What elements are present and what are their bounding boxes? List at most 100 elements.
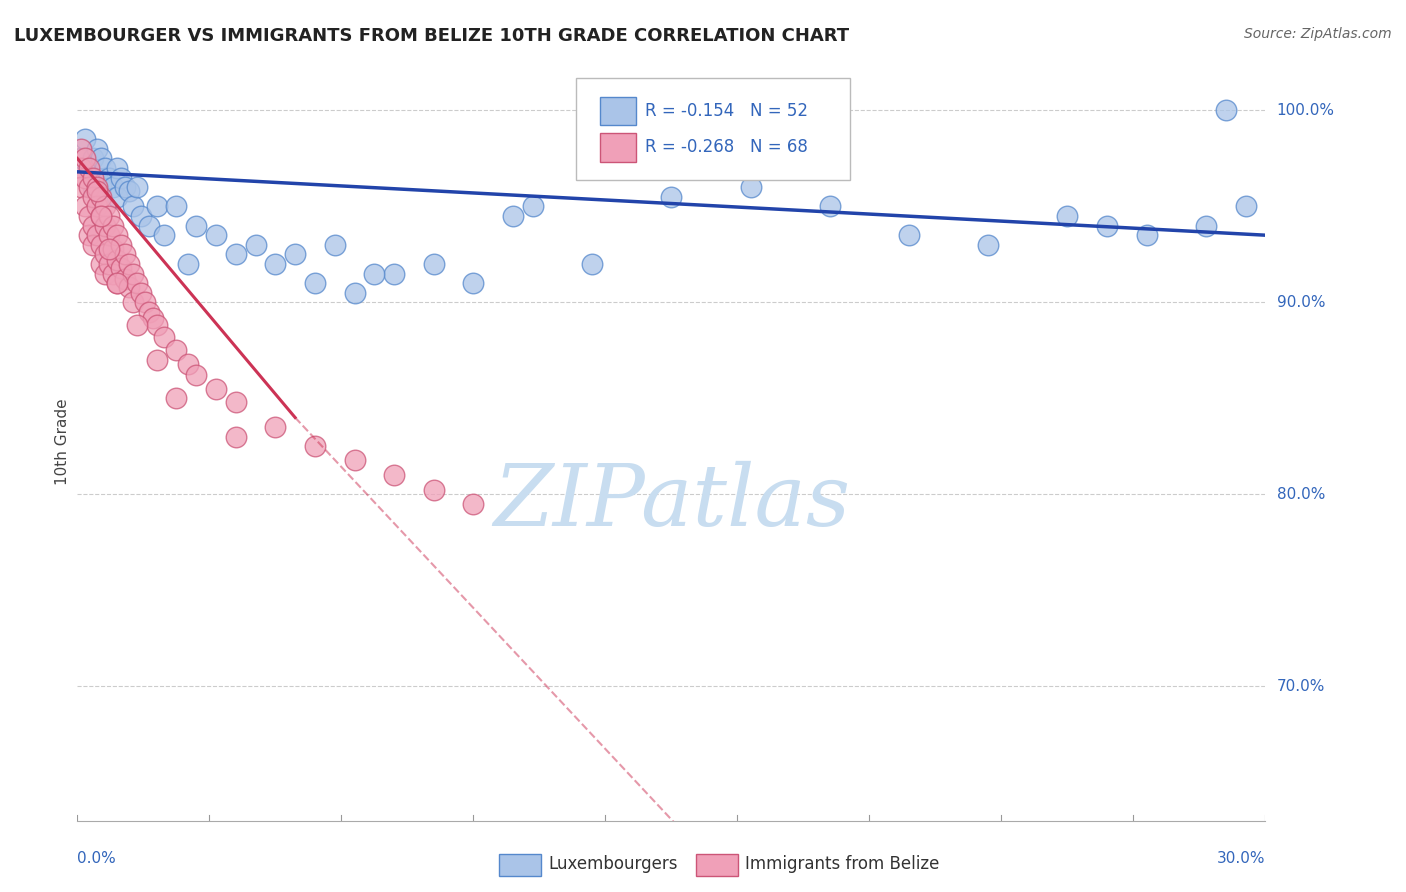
Text: 100.0%: 100.0%	[1277, 103, 1334, 118]
Point	[382, 468, 405, 483]
Point	[86, 180, 108, 194]
Text: Luxembourgers: Luxembourgers	[548, 855, 678, 873]
Point	[114, 247, 136, 261]
Point	[502, 209, 524, 223]
Point	[82, 219, 104, 233]
Point	[77, 209, 100, 223]
Point	[94, 161, 117, 175]
Point	[186, 368, 208, 383]
Point	[225, 395, 247, 409]
Point	[94, 267, 117, 281]
Point	[86, 170, 108, 185]
Point	[323, 237, 346, 252]
Point	[114, 272, 136, 286]
Point	[105, 190, 128, 204]
Text: 80.0%: 80.0%	[1277, 487, 1324, 502]
Point	[75, 152, 97, 166]
Point	[1136, 228, 1159, 243]
Point	[463, 276, 485, 290]
Point	[90, 257, 112, 271]
Point	[898, 228, 921, 243]
Point	[165, 392, 187, 406]
Point	[101, 180, 124, 194]
Point	[70, 161, 93, 175]
Text: ZIPatlas: ZIPatlas	[492, 461, 851, 543]
Point	[125, 318, 148, 333]
Point	[90, 180, 112, 194]
Point	[177, 257, 200, 271]
Point	[343, 285, 366, 300]
Point	[153, 228, 176, 243]
Point	[1095, 219, 1118, 233]
Point	[118, 280, 141, 294]
Point	[264, 420, 287, 434]
Point	[121, 199, 143, 213]
Text: 90.0%: 90.0%	[1277, 295, 1324, 310]
Point	[142, 310, 165, 325]
Point	[94, 199, 117, 213]
Point	[264, 257, 287, 271]
Point	[818, 199, 841, 213]
Point	[82, 170, 104, 185]
Point	[75, 199, 97, 213]
Point	[86, 184, 108, 198]
Point	[105, 276, 128, 290]
Point	[125, 180, 148, 194]
Point	[118, 184, 141, 198]
Point	[205, 382, 228, 396]
Point	[977, 237, 1000, 252]
Point	[343, 452, 366, 467]
Point	[186, 219, 208, 233]
Point	[1195, 219, 1218, 233]
Point	[90, 190, 112, 204]
Point	[86, 199, 108, 213]
Point	[125, 276, 148, 290]
Point	[129, 209, 152, 223]
Point	[75, 170, 97, 185]
Point	[205, 228, 228, 243]
Point	[740, 180, 762, 194]
Point	[145, 199, 167, 213]
Point	[134, 295, 156, 310]
Point	[121, 267, 143, 281]
Point	[129, 285, 152, 300]
Point	[86, 142, 108, 156]
Point	[105, 161, 128, 175]
Point	[77, 180, 100, 194]
Point	[77, 161, 100, 175]
Point	[110, 237, 132, 252]
Point	[98, 257, 121, 271]
Text: 0.0%: 0.0%	[77, 851, 117, 866]
Point	[98, 209, 121, 223]
FancyBboxPatch shape	[600, 96, 636, 126]
Point	[105, 253, 128, 268]
Point	[522, 199, 544, 213]
Point	[121, 295, 143, 310]
Point	[98, 170, 121, 185]
Point	[101, 267, 124, 281]
Point	[77, 228, 100, 243]
Point	[70, 152, 93, 166]
Point	[101, 219, 124, 233]
Point	[463, 497, 485, 511]
Point	[423, 257, 446, 271]
Text: 30.0%: 30.0%	[1218, 851, 1265, 866]
Point	[145, 318, 167, 333]
Point	[94, 247, 117, 261]
Y-axis label: 10th Grade: 10th Grade	[55, 398, 70, 485]
Text: R = -0.268   N = 68: R = -0.268 N = 68	[645, 138, 808, 156]
Point	[661, 190, 683, 204]
Point	[153, 330, 176, 344]
Point	[90, 209, 112, 223]
Point	[1215, 103, 1237, 118]
Point	[75, 132, 97, 146]
Point	[304, 276, 326, 290]
Point	[77, 161, 100, 175]
Point	[86, 228, 108, 243]
Point	[165, 199, 187, 213]
Point	[1234, 199, 1257, 213]
Point	[90, 237, 112, 252]
Point	[70, 142, 93, 156]
Point	[382, 267, 405, 281]
FancyBboxPatch shape	[600, 133, 636, 161]
